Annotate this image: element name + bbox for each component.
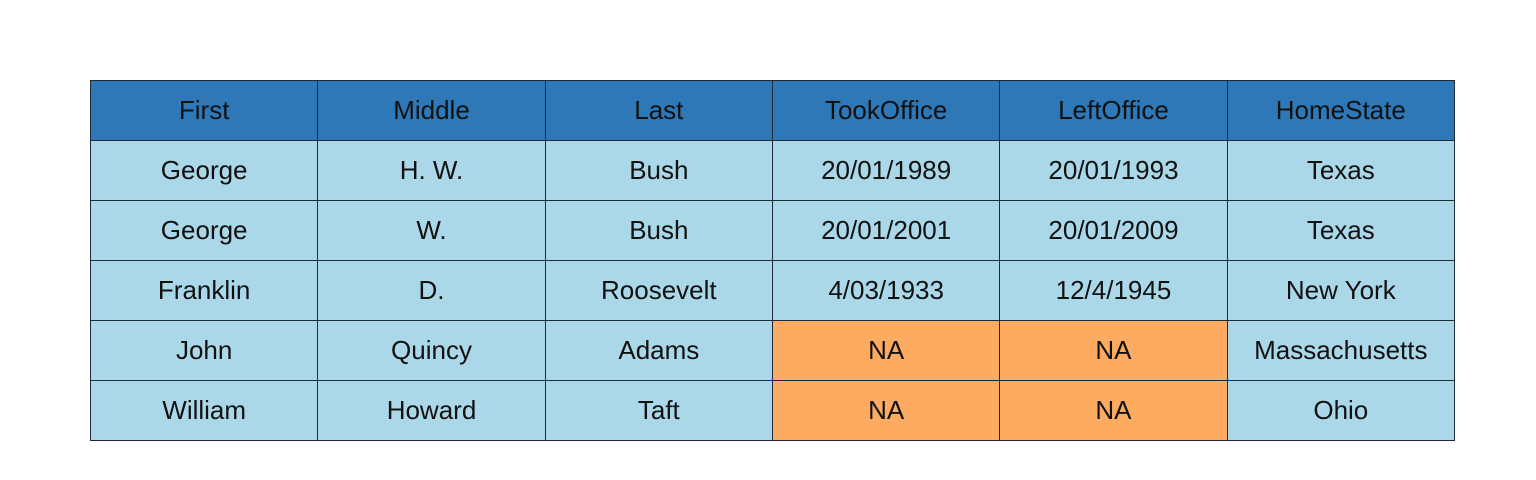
table-row: George W. Bush 20/01/2001 20/01/2009 Tex…	[89, 200, 1455, 261]
cell-left-office-missing: NA	[999, 380, 1228, 441]
cell-middle: Quincy	[317, 320, 546, 381]
cell-home-state: New York	[1226, 260, 1455, 321]
cell-last: Adams	[544, 320, 773, 381]
cell-last: Taft	[544, 380, 773, 441]
cell-took-office: 4/03/1933	[771, 260, 1001, 321]
cell-left-office: 12/4/1945	[999, 260, 1228, 321]
column-header-left-office: LeftOffice	[999, 80, 1228, 141]
cell-took-office: 20/01/1989	[771, 140, 1001, 201]
presidents-table-container: First Middle Last TookOffice LeftOffice …	[89, 80, 1455, 441]
cell-left-office: 20/01/1993	[999, 140, 1228, 201]
cell-left-office-missing: NA	[999, 320, 1228, 381]
cell-middle: D.	[317, 260, 546, 321]
presidents-table: First Middle Last TookOffice LeftOffice …	[89, 80, 1455, 441]
cell-took-office-missing: NA	[771, 320, 1001, 381]
cell-last: Roosevelt	[544, 260, 773, 321]
table-header: First Middle Last TookOffice LeftOffice …	[89, 80, 1455, 141]
cell-home-state: Texas	[1226, 140, 1455, 201]
cell-left-office: 20/01/2009	[999, 200, 1228, 261]
header-row: First Middle Last TookOffice LeftOffice …	[89, 80, 1455, 141]
cell-home-state: Texas	[1226, 200, 1455, 261]
column-header-first: First	[89, 80, 319, 141]
cell-first: George	[89, 140, 319, 201]
cell-middle: W.	[317, 200, 546, 261]
table-row: George H. W. Bush 20/01/1989 20/01/1993 …	[89, 140, 1455, 201]
table-body: George H. W. Bush 20/01/1989 20/01/1993 …	[89, 140, 1455, 441]
cell-took-office: 20/01/2001	[771, 200, 1001, 261]
column-header-took-office: TookOffice	[771, 80, 1001, 141]
column-header-last: Last	[544, 80, 773, 141]
cell-first: John	[89, 320, 319, 381]
column-header-middle: Middle	[317, 80, 546, 141]
cell-middle: Howard	[317, 380, 546, 441]
cell-first: George	[89, 200, 319, 261]
cell-last: Bush	[544, 200, 773, 261]
table-row: William Howard Taft NA NA Ohio	[89, 380, 1455, 441]
cell-first: William	[89, 380, 319, 441]
cell-home-state: Massachusetts	[1226, 320, 1455, 381]
cell-middle: H. W.	[317, 140, 546, 201]
cell-first: Franklin	[89, 260, 319, 321]
cell-home-state: Ohio	[1226, 380, 1455, 441]
column-header-home-state: HomeState	[1226, 80, 1455, 141]
table-row: John Quincy Adams NA NA Massachusetts	[89, 320, 1455, 381]
table-row: Franklin D. Roosevelt 4/03/1933 12/4/194…	[89, 260, 1455, 321]
cell-last: Bush	[544, 140, 773, 201]
cell-took-office-missing: NA	[771, 380, 1001, 441]
